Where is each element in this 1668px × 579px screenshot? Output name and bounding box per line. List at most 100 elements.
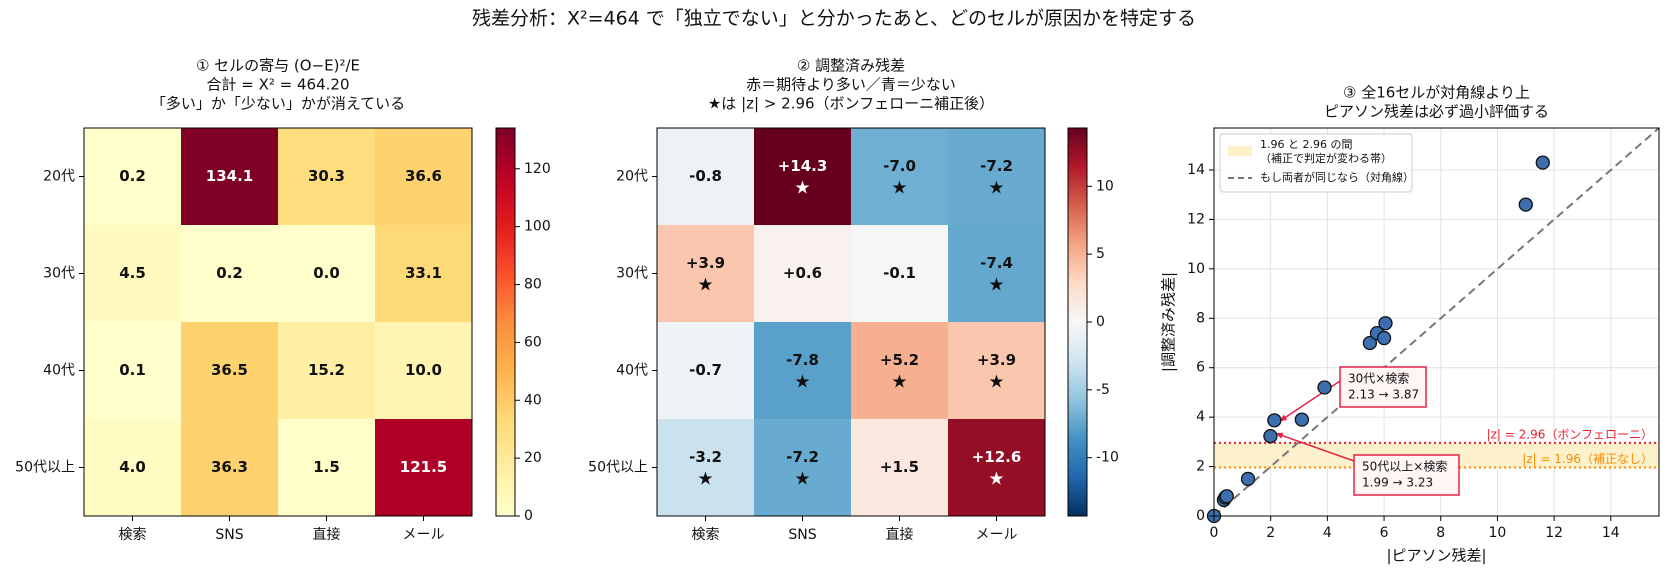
heatmap-panel-1: ① セルの寄与 (O−E)²/E合計 = X² = 464.20「多い」か「少な… <box>15 57 551 544</box>
heatmap-cell <box>181 225 278 322</box>
heatmap-cell <box>84 128 181 225</box>
colorbar-tick-label: 80 <box>524 277 542 293</box>
cell-value-label: 0.2 <box>119 167 146 185</box>
row-tick-label: 30代 <box>616 266 648 282</box>
row-tick-label: 50代以上 <box>588 460 648 476</box>
colorbar-tick-label: -5 <box>1096 382 1110 398</box>
cell-value-label: -7.0 <box>883 157 916 175</box>
significance-star: ★ <box>988 275 1004 296</box>
cell-value-label: 134.1 <box>206 167 253 185</box>
data-point <box>1267 413 1282 428</box>
cell-value-label: 121.5 <box>400 458 447 476</box>
heatmap-frame <box>656 127 1046 517</box>
heatmap-cell <box>278 128 375 225</box>
data-point <box>1518 197 1533 212</box>
panel-title-line: ③ 全16セルが対角線より上 <box>1343 84 1530 102</box>
cell-value-label: +14.3 <box>778 157 828 175</box>
cell-value-label: 15.2 <box>308 361 345 379</box>
col-tick-label: 検索 <box>692 526 720 543</box>
data-point <box>1263 429 1278 444</box>
annotation-arrow <box>1275 432 1355 462</box>
y-tick-label: 4 <box>1196 409 1205 425</box>
data-point <box>1317 380 1332 395</box>
colorbar-tick-label: 0 <box>524 508 533 524</box>
panel-title-line: ② 調整済み残差 <box>797 57 905 75</box>
cell-value-label: 33.1 <box>405 264 442 282</box>
row-tick-label: 20代 <box>43 169 75 185</box>
cell-value-label: 30.3 <box>308 167 345 185</box>
cell-value-label: -3.2 <box>689 448 722 466</box>
annotation-arrowhead <box>1275 432 1284 439</box>
heatmap-cell <box>278 322 375 419</box>
data-point <box>1219 489 1234 504</box>
col-tick-label: メール <box>403 527 445 543</box>
heatmap-cell <box>851 419 948 516</box>
heatmap-cell <box>181 322 278 419</box>
cell-value-label: +5.2 <box>880 351 919 369</box>
heatmap-cell <box>375 128 472 225</box>
col-tick-label: 直接 <box>313 526 341 543</box>
heatmap-cell <box>84 419 181 516</box>
x-tick-label: 12 <box>1545 525 1563 541</box>
panel-title-line: 「多い」か「少ない」かが消えている <box>151 95 405 113</box>
colorbar-tick-label: 10 <box>1096 178 1114 194</box>
cell-value-label: 0.1 <box>119 361 146 379</box>
data-point <box>1240 471 1256 487</box>
colorbar-tick-label: -10 <box>1096 450 1119 466</box>
panel-title-line: 合計 = X² = 464.20 <box>207 76 350 94</box>
row-tick-label: 50代以上 <box>15 460 75 476</box>
heatmap-cell <box>754 322 851 419</box>
significance-star: ★ <box>891 178 907 199</box>
significance-star: ★ <box>794 469 810 490</box>
colorbar <box>495 127 516 517</box>
threshold-label: |z| = 1.96（補正なし） <box>1522 452 1653 466</box>
y-tick-label: 10 <box>1187 261 1205 277</box>
significance-star: ★ <box>891 372 907 393</box>
heatmap-cell <box>657 225 754 322</box>
heatmap-cell <box>278 225 375 322</box>
annotation-box <box>1339 366 1427 408</box>
cell-value-label: -0.1 <box>883 264 916 282</box>
heatmap-cell <box>948 225 1045 322</box>
legend-swatch-band <box>1228 146 1252 156</box>
row-tick-label: 30代 <box>43 266 75 282</box>
col-tick-label: SNS <box>215 527 243 543</box>
data-point <box>1376 330 1392 346</box>
plot-frame <box>1213 127 1660 517</box>
cell-value-label: 4.5 <box>119 264 146 282</box>
y-tick-label: 12 <box>1187 211 1205 227</box>
data-point <box>1378 316 1393 331</box>
colorbar-tick-label: 60 <box>524 334 542 350</box>
cell-value-label: 36.5 <box>211 361 248 379</box>
row-tick-label: 40代 <box>43 363 75 379</box>
legend-box <box>1219 133 1413 193</box>
y-tick-label: 0 <box>1196 508 1205 524</box>
row-tick-label: 40代 <box>616 363 648 379</box>
significance-star: ★ <box>697 275 713 296</box>
heatmap-cell <box>375 225 472 322</box>
colorbar-tick-label: 100 <box>524 219 551 235</box>
cell-value-label: 36.3 <box>211 458 248 476</box>
cell-value-label: +12.6 <box>972 448 1022 466</box>
significance-star: ★ <box>988 178 1004 199</box>
cell-value-label: 10.0 <box>405 361 442 379</box>
colorbar <box>1067 127 1088 517</box>
heatmap-cell <box>84 322 181 419</box>
cell-value-label: +3.9 <box>686 254 725 272</box>
x-tick-label: 10 <box>1489 525 1507 541</box>
y-tick-label: 8 <box>1196 310 1205 326</box>
heatmap-cell <box>278 419 375 516</box>
cell-value-label: -7.4 <box>980 254 1013 272</box>
x-tick-label: 14 <box>1602 525 1620 541</box>
heatmap-cell <box>851 225 948 322</box>
cell-value-label: 4.0 <box>119 458 146 476</box>
annotation-box <box>1353 454 1460 496</box>
significance-star: ★ <box>988 469 1004 490</box>
heatmap-cell <box>948 128 1045 225</box>
cell-value-label: 0.0 <box>313 264 340 282</box>
cell-value-label: +3.9 <box>977 351 1016 369</box>
panel-title-line: ★は |z| > 2.96（ボンフェローニ補正後） <box>708 95 994 113</box>
